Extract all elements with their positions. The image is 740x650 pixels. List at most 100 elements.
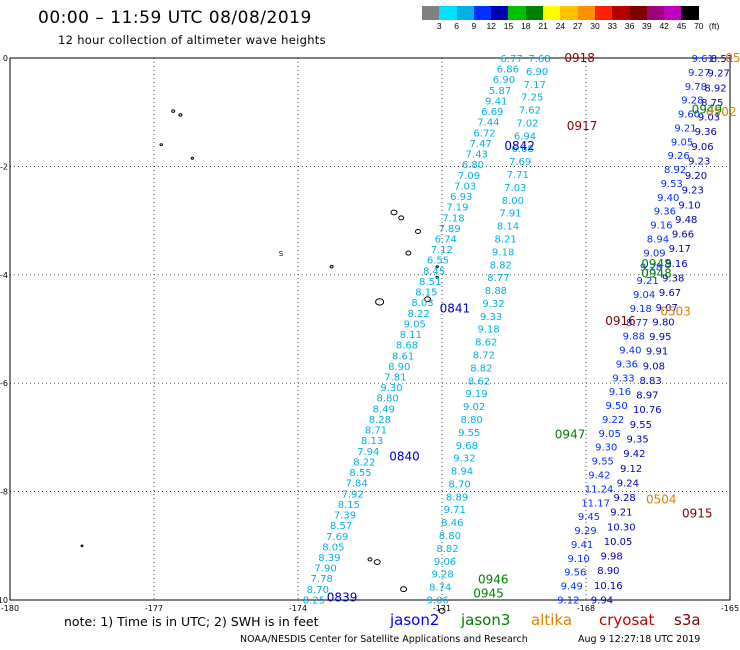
wave-height-value: 9.18 [478,325,500,336]
wave-height-value: 9.68 [456,441,478,452]
wave-height-value: 8.39 [318,553,340,564]
wave-height-value: 7.81 [384,373,406,384]
wave-height-value: 9.27 [708,69,730,80]
wave-height-value: 9.26 [667,151,689,162]
wave-height-value: 9.05 [404,319,426,330]
pass-time-label: 0915 [682,506,713,520]
wave-height-value: 9.42 [588,471,610,482]
wave-height-value: 9.53 [661,179,683,190]
color-scale-labels: 3 6 9 12 15 18 21 24 27 30 33 36 39 42 45 70 (ft) [422,20,719,34]
wave-height-value: 8.62 [468,376,490,387]
wave-height-value: 9.78 [685,82,707,93]
wave-height-value: 8.74 [429,583,451,594]
scale-cell [456,6,474,20]
wave-height-value: 8.62 [475,338,497,349]
wave-height-value: 9.30 [380,383,402,394]
wave-height-value: 9.61 [692,54,714,65]
footer: NOAA/NESDIS Center for Satellite Applica… [0,634,740,648]
wave-height-value: 8.97 [636,391,658,402]
wave-height-value: 7.12 [431,245,453,256]
wave-height-value: 9.19 [465,389,487,400]
wave-height-value: 8.82 [436,544,458,555]
pass-time-label: 0947 [555,428,586,442]
wave-height-value: 8.71 [365,426,387,437]
wave-height-value: 6.80 [462,160,484,171]
wave-height-value: 9.71 [444,505,466,516]
wave-height-value: 8.13 [361,436,383,447]
wave-height-value: 9.94 [591,595,613,606]
scale-cell [560,6,578,20]
wave-height-value: 7.78 [311,574,333,585]
scale-label: 36 [624,21,635,31]
wave-height-value: 9.42 [623,449,645,460]
legend: note: 1) Time is in UTC; 2) SWH is in fe… [0,611,740,635]
wave-height-value: 9.91 [646,347,668,358]
map-subtitle: 12 hour collection of altimeter wave hei… [58,33,326,47]
wave-height-value: 9.41 [485,96,507,107]
wave-height-value: 8.28 [369,415,391,426]
wave-height-value: 8.00 [502,196,524,207]
wave-height-value: 9.32 [453,454,475,465]
wave-height-value: 9.22 [602,415,624,426]
scale-label: 39 [642,21,652,31]
island-outline [178,113,183,117]
scale-cell [473,6,492,20]
scale-label: 45 [676,21,687,31]
island-outline [329,264,334,269]
wave-height-value: 9.28 [640,262,662,273]
wave-height-value: 8.49 [373,404,395,415]
wave-height-value: 8.82 [470,363,492,374]
island-outline [405,250,412,256]
wave-height-value: 6.68 [511,144,533,155]
wave-height-value: 8.05 [322,542,344,553]
island-outline [424,296,432,303]
wave-height-value: 6.86 [497,65,519,76]
wave-height-value: 8.94 [451,467,473,478]
wave-height-value: 9.80 [652,317,674,328]
wave-height-value: 9.66 [672,230,694,241]
wave-height-value: 9.55 [458,428,480,439]
wave-height-value: 9.98 [601,552,623,563]
wave-height-value: 9.33 [480,312,502,323]
legend-jason3: jason3 [461,611,511,629]
wave-height-value: 8.70 [307,585,329,596]
wave-height-value: 9.40 [619,346,641,357]
wave-height-value: 9.21 [636,276,658,287]
scale-label: 70 [694,21,704,31]
pass-time-label: 0946 [478,572,509,586]
island-outline [80,544,84,548]
map-frame [9,57,731,601]
wave-height-value: 9.28 [681,96,703,107]
wave-height-value: 8.55 [349,468,371,479]
wave-height-value: 7.68 [528,54,550,65]
wave-height-value: 9.24 [617,478,639,489]
pass-time-label: 0918 [564,51,595,65]
pass-time-label: 0949 [692,102,723,116]
lon-tick-label: -165 [721,604,739,613]
island-outline [375,298,385,306]
wave-height-value: 8.92 [704,83,726,94]
wave-height-value: 10.30 [607,522,636,533]
wave-height-value: 9.41 [571,540,593,551]
wave-height-value: 8.88 [485,286,507,297]
wave-height-value: 8.77 [626,318,648,329]
wave-height-value: 9.16 [665,259,687,270]
pass-time-label: 0948 [641,267,672,281]
wave-height-value: 9.36 [616,359,638,370]
wave-height-value: 7.91 [499,209,521,220]
wave-height-value: 7.19 [446,203,468,214]
wave-height-value: 8.11 [400,330,422,341]
pass-time-label: 0839 [327,590,358,604]
wave-height-value: 9.32 [482,299,504,310]
wave-height-value: 9.36 [695,127,717,138]
scale-label: 24 [555,21,566,31]
scale-cell [681,6,699,20]
wave-height-value: 8.21 [494,234,516,245]
wave-height-value: 9.06 [691,142,713,153]
pass-time-label: 0948 [641,257,672,271]
wave-height-value: 8.80 [376,394,398,405]
wave-height-value: 8.51 [419,277,441,288]
island-outline [415,228,421,234]
wave-height-value: 9.09 [643,248,665,259]
